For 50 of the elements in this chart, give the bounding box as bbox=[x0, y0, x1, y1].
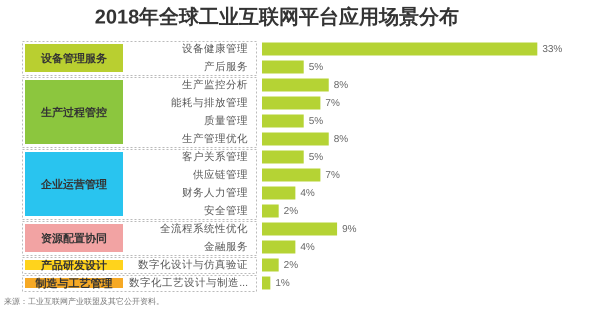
bar bbox=[262, 276, 270, 290]
text: 产品研发设计 bbox=[40, 259, 107, 272]
data-label: 2% bbox=[284, 206, 298, 217]
y-tick-label: 财务人力管理 bbox=[182, 186, 248, 199]
bar bbox=[262, 240, 296, 254]
data-label: 5% bbox=[308, 152, 324, 163]
data-label: 5% bbox=[308, 62, 324, 73]
bar bbox=[262, 96, 320, 110]
y-tick-label: 设备健康管理 bbox=[182, 42, 248, 55]
bar bbox=[262, 258, 279, 272]
text: 制造与工艺管理 bbox=[34, 277, 112, 290]
source-note: 来源：工业互联网产业联盟及其它公开资料。 bbox=[4, 297, 164, 306]
bar bbox=[262, 186, 296, 200]
data-label: 4% bbox=[300, 242, 315, 253]
y-tick-label: 质量管理 bbox=[204, 114, 248, 127]
y-tick-label: 金融服务 bbox=[204, 240, 248, 253]
y-tick-label: 生产管理优化 bbox=[182, 132, 248, 145]
bar bbox=[262, 132, 329, 146]
y-tick-label: 产后服务 bbox=[204, 60, 248, 73]
bar bbox=[262, 114, 304, 128]
text: 生产过程管控 bbox=[40, 106, 107, 120]
bar bbox=[262, 150, 304, 164]
data-label: 9% bbox=[342, 224, 357, 235]
data-label: 8% bbox=[334, 134, 348, 145]
y-tick-label: 数字化工艺设计与制造... bbox=[129, 276, 248, 289]
data-label: 5% bbox=[308, 116, 324, 127]
y-tick-label: 数字化设计与仿真验证 bbox=[138, 258, 248, 271]
y-tick-label: 能耗与排放管理 bbox=[171, 96, 248, 109]
y-tick-label: 全流程系统性优化 bbox=[160, 222, 248, 235]
bar bbox=[262, 168, 320, 182]
data-label: 2% bbox=[284, 260, 298, 271]
data-label: 4% bbox=[300, 188, 315, 199]
y-tick-label: 客户关系管理 bbox=[182, 150, 248, 163]
data-label: 7% bbox=[325, 170, 340, 181]
bar bbox=[262, 222, 338, 236]
y-tick-label: 供应链管理 bbox=[193, 168, 248, 181]
data-label: 33% bbox=[542, 44, 562, 55]
y-tick-label: 生产监控分析 bbox=[182, 78, 248, 91]
data-label: 1% bbox=[275, 278, 290, 289]
bar bbox=[262, 42, 538, 56]
text: 企业运营管理 bbox=[40, 178, 107, 192]
chart-title: 2018年全球工业互联网平台应用场景分布 bbox=[94, 6, 460, 29]
text: 设备管理服务 bbox=[40, 52, 107, 66]
bar bbox=[262, 60, 304, 74]
data-label: 7% bbox=[325, 98, 340, 109]
bar bbox=[262, 78, 329, 92]
y-tick-label: 安全管理 bbox=[204, 204, 248, 217]
text: 资源配置协同 bbox=[41, 232, 107, 246]
bar bbox=[262, 204, 279, 218]
data-label: 8% bbox=[334, 80, 348, 91]
